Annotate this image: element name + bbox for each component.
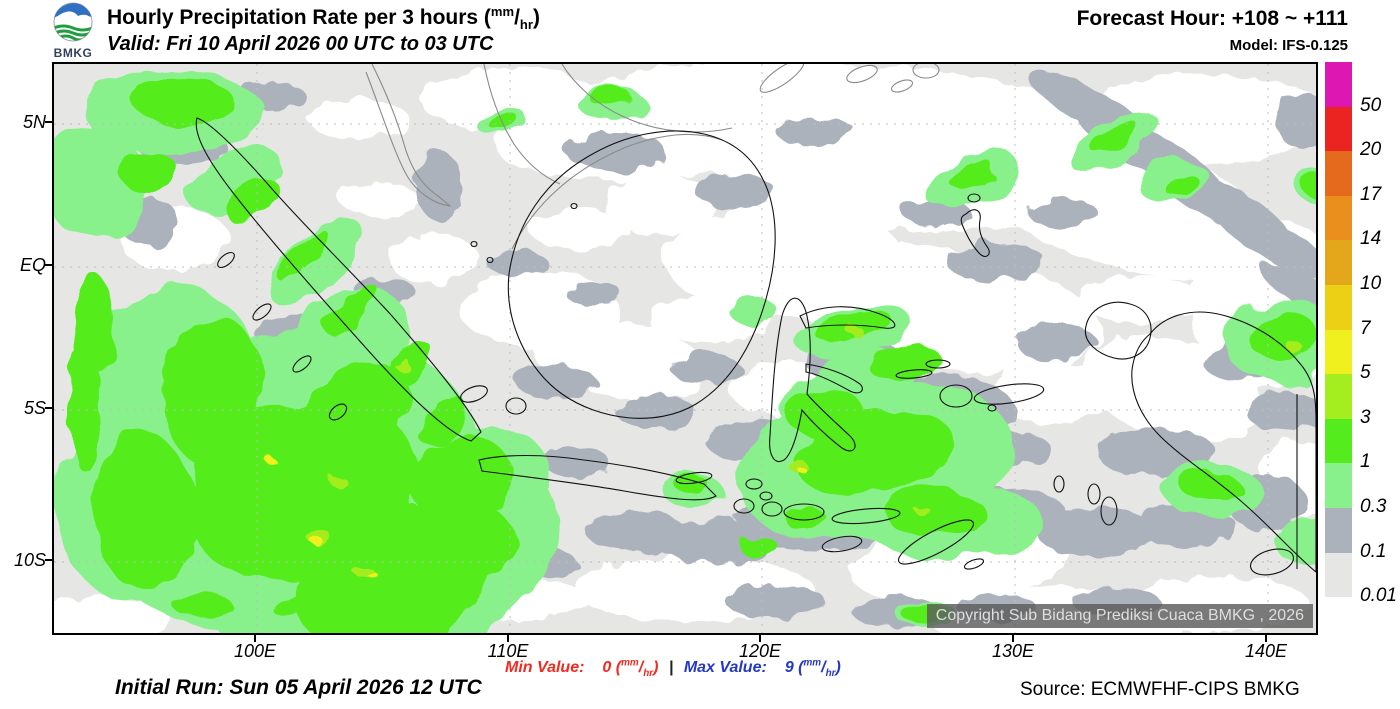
legend-label: 14 xyxy=(1360,228,1382,250)
model-label: Model: IFS-0.125 xyxy=(1229,37,1348,54)
lat-label-5n: 5N xyxy=(22,112,46,132)
precip-1 xyxy=(66,78,1316,633)
lon-tick xyxy=(1265,635,1267,642)
lat-tick xyxy=(45,121,52,123)
min-max-values: Min Value: 0 (mm/hr) | Max Value: 9 (mm/hr… xyxy=(505,657,841,680)
legend-label: 0.1 xyxy=(1360,540,1387,562)
legend-label: 3 xyxy=(1360,406,1371,428)
legend-swatch xyxy=(1325,507,1352,553)
lon-label-110e: 110E xyxy=(487,641,529,661)
coastline-indonesia xyxy=(195,117,1316,576)
legend-label: 7 xyxy=(1360,317,1371,339)
max-value: 9 xyxy=(784,659,794,676)
legend-label: 1 xyxy=(1360,451,1371,473)
page-title: Hourly Precipitation Rate per 3 hours (m… xyxy=(107,4,540,33)
legend-swatch xyxy=(1325,374,1352,419)
max-value-label: Max Value: xyxy=(683,659,767,676)
lat-tick xyxy=(45,559,52,561)
legend-label: 5 xyxy=(1360,362,1371,384)
lon-tick xyxy=(1012,635,1014,642)
min-value: 0 xyxy=(602,659,612,676)
lat-tick xyxy=(45,407,52,409)
lat-label-10s: 10S xyxy=(13,550,46,570)
unit-mm-hr: (mm/hr) xyxy=(483,4,540,33)
lat-tick xyxy=(45,264,52,266)
copyright-watermark: Copyright Sub Bidang Prediksi Cuaca BMKG… xyxy=(926,604,1313,628)
map-canvas xyxy=(54,64,1316,633)
lon-label-120e: 120E xyxy=(738,641,782,661)
bmkg-logo-label: BMKG xyxy=(53,46,93,60)
legend-swatch xyxy=(1325,62,1352,107)
lon-label-100e: 100E xyxy=(233,641,277,661)
bmkg-logo-icon xyxy=(53,2,93,42)
precip-layers xyxy=(54,64,1316,633)
legend-label: 10 xyxy=(1360,272,1382,294)
legend-swatch xyxy=(1325,284,1352,330)
coastline-foreign xyxy=(365,64,940,250)
valid-period: Valid: Fri 10 April 2026 00 UTC to 03 UT… xyxy=(107,33,494,55)
legend-swatch xyxy=(1325,240,1352,285)
lat-label-5s: 5S xyxy=(23,398,46,418)
forecast-hour: Forecast Hour: +108 ~ +111 xyxy=(1076,7,1348,30)
lon-tick xyxy=(759,635,761,642)
precip-3 xyxy=(307,325,1302,578)
precipitation-map: Copyright Sub Bidang Prediksi Cuaca BMKG… xyxy=(52,62,1318,635)
initial-run: Initial Run: Sun 05 April 2026 12 UTC xyxy=(115,676,482,699)
legend-swatch xyxy=(1325,463,1352,508)
legend-swatch xyxy=(1325,418,1352,464)
legend-swatches xyxy=(1325,62,1352,598)
min-value-unit: (mm/hr) xyxy=(615,657,659,680)
bmkg-logo: BMKG xyxy=(44,2,102,60)
legend-swatch xyxy=(1325,552,1352,598)
lat-label-eq: EQ xyxy=(19,255,46,275)
min-max-separator: | xyxy=(668,659,674,676)
legend-swatch xyxy=(1325,106,1352,152)
legend-swatch xyxy=(1325,195,1352,241)
lon-tick xyxy=(507,635,509,642)
legend-label: 0.01 xyxy=(1360,585,1397,607)
lon-label-130e: 130E xyxy=(991,641,1035,661)
max-value-unit: (mm/hr) xyxy=(798,657,841,680)
lon-label-140e: 140E xyxy=(1244,641,1288,661)
legend-swatch xyxy=(1325,329,1352,375)
legend-label: 20 xyxy=(1360,139,1382,161)
legend-labels: 50 20 17 14 10 7 5 3 1 0.3 0.1 0.01 xyxy=(1360,62,1397,607)
min-value-label: Min Value: xyxy=(505,659,585,676)
legend-label: 17 xyxy=(1360,183,1382,205)
legend-label: 50 xyxy=(1360,94,1382,116)
legend-swatch xyxy=(1325,151,1352,196)
legend-label: 0.3 xyxy=(1360,495,1387,517)
precip-5 xyxy=(267,459,806,577)
lon-tick xyxy=(254,635,256,642)
source-label: Source: ECMWFHF-CIPS BMKG xyxy=(1020,679,1300,700)
